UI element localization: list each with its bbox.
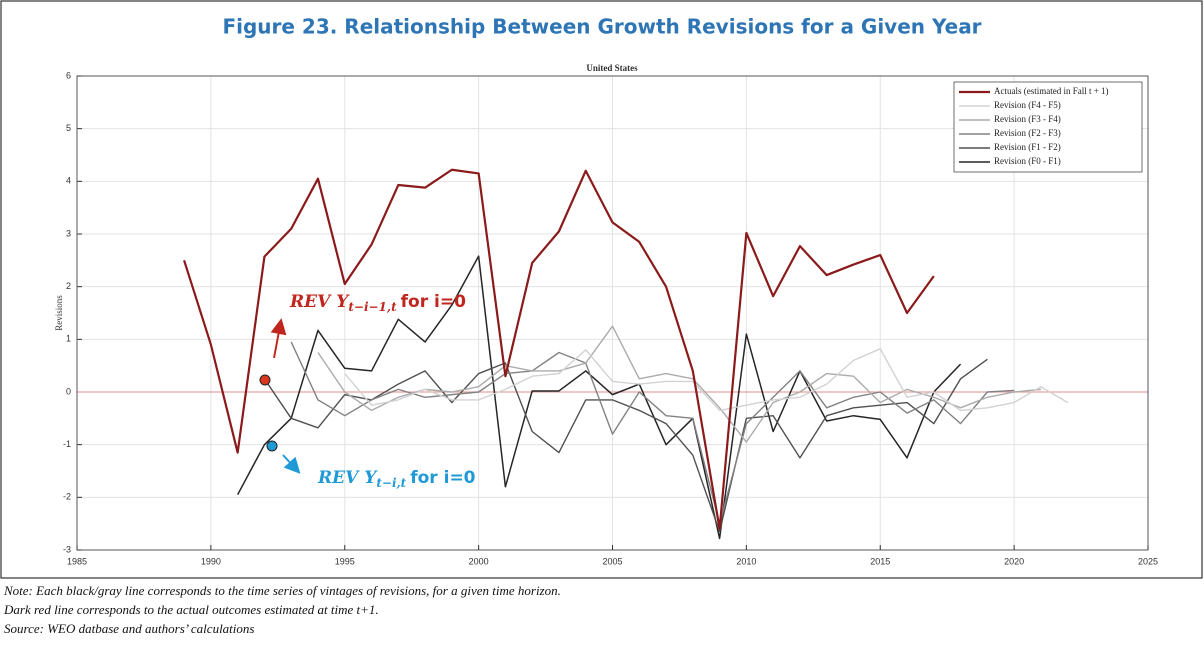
x-tick-label: 2025 — [1138, 556, 1158, 566]
y-tick-label: -1 — [63, 439, 71, 449]
x-tick-label: 2020 — [1004, 556, 1024, 566]
x-tick-label: 1990 — [201, 556, 221, 566]
legend-box — [953, 81, 1143, 173]
plot-area: -3 -2 -1 0 1 2 3 4 5 6 1985 1990 1995 2000 2005 2010 201… — [63, 70, 1158, 566]
series-line — [183, 168, 935, 531]
annotation-dot — [259, 374, 271, 386]
legend-label: Actuals (estimated in Fall t + 1) — [994, 86, 1109, 96]
x-tick-label: 1995 — [335, 556, 355, 566]
series-line — [317, 325, 1041, 443]
annotation-main: REV Y — [289, 292, 350, 312]
annotation-arrow — [282, 454, 301, 474]
x-tick-label: 2005 — [602, 556, 622, 566]
x-tick-label: 1985 — [67, 556, 87, 566]
series-line — [344, 348, 1069, 412]
legend-label: Revision (F0 - F1) — [994, 156, 1061, 166]
series-line — [236, 255, 962, 540]
legend-label: Revision (F2 - F3) — [994, 128, 1061, 138]
note: Dark red line corresponds to the actual … — [3, 602, 379, 617]
annotation-suffix: for i=0 — [401, 292, 466, 312]
legend-label: Revision (F3 - F4) — [994, 114, 1061, 124]
annotation-main: REV Y — [317, 468, 378, 488]
legend-label: Revision (F4 - F5) — [994, 100, 1061, 110]
annotation-suffix: for i=0 — [410, 468, 475, 488]
y-axis-label: Revisions — [54, 295, 64, 331]
note: Source: WEO datbase and authors’ calcula… — [4, 621, 254, 636]
notes: Note: Each black/gray line corresponds t… — [3, 583, 561, 636]
legend-label: Revision (F1 - F2) — [994, 142, 1061, 152]
y-tick-label: 3 — [66, 228, 71, 238]
note: Note: Each black/gray line corresponds t… — [3, 583, 561, 598]
annotation-dot — [266, 440, 278, 452]
annotation-subscript: t−i,t — [376, 476, 406, 490]
x-tick-label: 2015 — [870, 556, 890, 566]
annotation: REV Yt−i,t for i=0 — [317, 468, 476, 490]
y-tick-label: 4 — [66, 176, 71, 186]
y-tick-label: -2 — [63, 492, 71, 502]
y-tick-label: 0 — [66, 386, 71, 396]
figure-title: Figure 23. Relationship Between Growth R… — [222, 15, 981, 39]
y-tick-label: 5 — [66, 123, 71, 133]
annotation-arrow — [270, 318, 287, 359]
y-tick-label: 6 — [66, 70, 71, 80]
y-tick-label: 1 — [66, 334, 71, 344]
axes-frame — [76, 75, 1149, 551]
chart-title: United States — [586, 63, 638, 73]
annotation: REV Yt−i−1,t for i=0 — [289, 292, 466, 314]
x-tick-label: 2010 — [736, 556, 756, 566]
y-tick-label: 2 — [66, 281, 71, 291]
y-tick-label: -3 — [63, 544, 71, 554]
series-line — [263, 358, 988, 533]
annotation-subscript: t−i−1,t — [348, 300, 397, 314]
x-tick-label: 2000 — [469, 556, 489, 566]
